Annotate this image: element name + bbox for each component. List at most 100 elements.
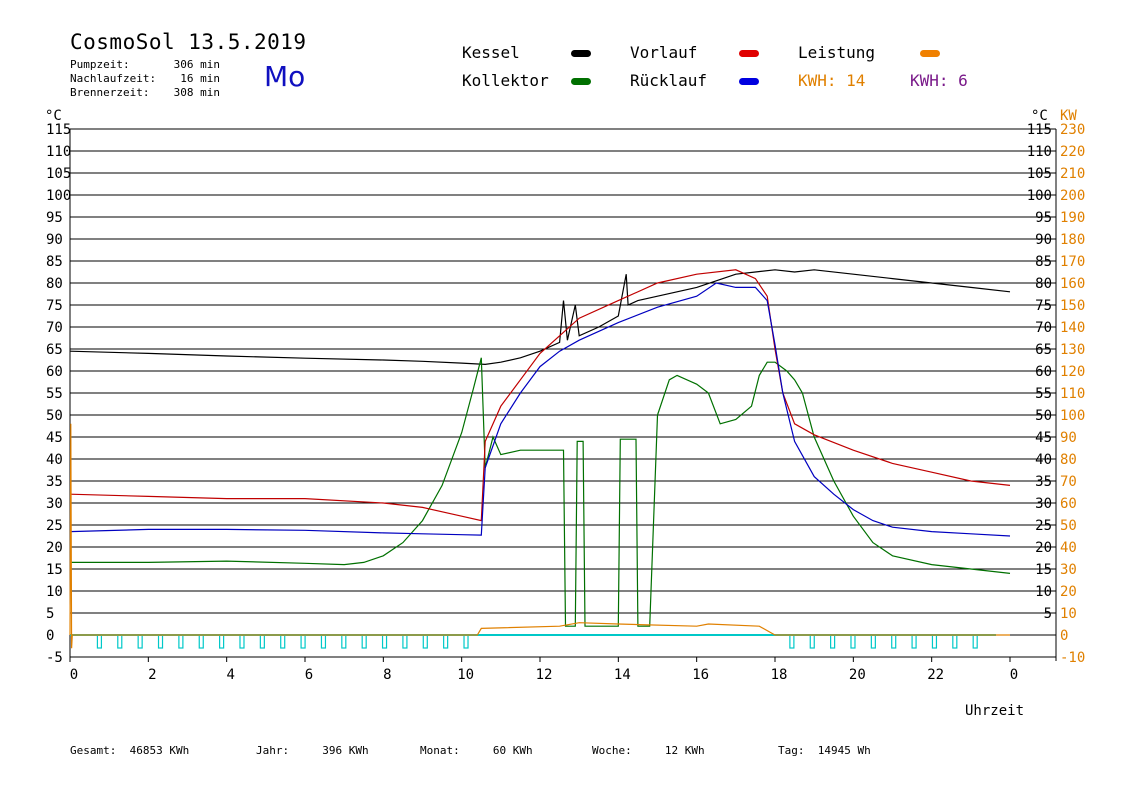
- pump-pulse: [850, 634, 856, 649]
- series-line: [69, 269, 1011, 366]
- y-tick-label-right: 115: [1027, 122, 1052, 138]
- y-tick-label-left: 115: [46, 122, 71, 138]
- y-tick-label-right: 70: [1035, 320, 1052, 336]
- y2-tick-label: 190: [1060, 210, 1085, 226]
- legend-kollektor-swatch: [571, 78, 591, 85]
- pump-pulse: [157, 634, 164, 649]
- y-tick-label-right: 100: [1027, 188, 1052, 204]
- pump-pulse: [402, 634, 408, 649]
- legend-kollektor: Kollektor: [462, 71, 549, 90]
- y-tick-label-right: 75: [1035, 298, 1052, 314]
- pump-pulse: [809, 634, 815, 649]
- y-tick-label-left: 60: [46, 364, 63, 380]
- pump-pulse: [280, 634, 286, 649]
- x-tick-label: 2: [148, 667, 156, 683]
- y-tick-label-right: 25: [1035, 518, 1052, 534]
- legend-ruecklauf: Rücklauf: [630, 71, 708, 90]
- y2-tick-label: 100: [1060, 408, 1085, 424]
- pump-pulse: [259, 634, 265, 649]
- y-tick-label-right: 60: [1035, 364, 1052, 380]
- x-tick-label: 22: [927, 667, 944, 683]
- y-tick-label-left: 105: [46, 166, 71, 182]
- y2-tick-label: 220: [1060, 144, 1085, 160]
- pump-pulse: [830, 634, 836, 649]
- pump-pulse: [381, 634, 388, 649]
- pump-pulse: [911, 634, 917, 649]
- footer-label: Gesamt:: [70, 744, 117, 757]
- y-tick-label-left: 15: [46, 562, 63, 578]
- x-tick-label: 10: [457, 667, 474, 683]
- pump-pulse: [320, 634, 327, 649]
- y-tick-label-right: 20: [1035, 540, 1052, 556]
- y2-tick-label: 150: [1060, 298, 1085, 314]
- y-tick-label-left: 25: [46, 518, 63, 534]
- pump-pulse: [198, 634, 204, 649]
- y-tick-label-left: 70: [46, 320, 63, 336]
- series-line: [69, 269, 1011, 522]
- x-tick-label: 6: [305, 667, 313, 683]
- x-tick-label: 0: [70, 667, 78, 683]
- pump-pulse: [117, 634, 123, 649]
- info-pumpzeit: Pumpzeit: 306 min: [70, 58, 220, 71]
- pump-pulse: [178, 634, 184, 649]
- y-tick-label-left: 85: [46, 254, 63, 270]
- pump-pulse: [137, 634, 143, 649]
- legend-kessel-swatch: [571, 50, 591, 57]
- footer-value: 46853 KWh: [129, 744, 190, 757]
- info-value: 16 min: [180, 72, 220, 85]
- pump-pulse: [931, 634, 938, 649]
- y-tick-label-right: 65: [1035, 342, 1052, 358]
- y2-tick-label: 80: [1060, 452, 1077, 468]
- y-tick-label-right: 45: [1035, 430, 1052, 446]
- footer-label: Monat:: [420, 744, 460, 757]
- x-axis-label: Uhrzeit: [965, 703, 1024, 719]
- x-tick-label: 4: [226, 667, 234, 683]
- y2-tick-label: 120: [1060, 364, 1085, 380]
- pump-pulse: [870, 634, 876, 649]
- y-tick-label-left: 0: [46, 628, 54, 644]
- y-tick-label-right: 55: [1035, 386, 1052, 402]
- y2-tick-label: 110: [1060, 386, 1085, 402]
- y-tick-label-right: 90: [1035, 232, 1052, 248]
- y-right-unit: °C: [1031, 108, 1048, 124]
- info-brennerzeit: Brennerzeit: 308 min: [70, 86, 220, 99]
- footer-value: 60 KWh: [492, 744, 533, 757]
- y2-tick-label: 170: [1060, 254, 1085, 270]
- y2-tick-label: 90: [1060, 430, 1077, 446]
- y2-unit: KW: [1060, 108, 1077, 124]
- y-tick-label-right: 40: [1035, 452, 1052, 468]
- y2-tick-label: -10: [1060, 650, 1085, 666]
- series-line: [70, 357, 1011, 627]
- y-left-unit: °C: [45, 108, 62, 124]
- y-tick-label-right: 105: [1027, 166, 1052, 182]
- kwh-total-a: KWH: 14: [798, 71, 866, 90]
- y2-tick-label: 200: [1060, 188, 1085, 204]
- y-tick-label-left: 55: [46, 386, 63, 402]
- footer-label: Woche:: [592, 744, 632, 757]
- x-tick-label: 16: [692, 667, 709, 683]
- footer-value: 12 KWh: [664, 744, 705, 757]
- y-tick-label-left: 65: [46, 342, 63, 358]
- info-label: Pumpzeit:: [70, 58, 130, 71]
- pump-pulse: [96, 634, 103, 649]
- y2-tick-label: 30: [1060, 562, 1077, 578]
- y-tick-label-right: 30: [1035, 496, 1052, 512]
- y-tick-label-right: 50: [1035, 408, 1052, 424]
- legend-ruecklauf-swatch: [739, 78, 759, 85]
- y-tick-label-left: 40: [46, 452, 63, 468]
- pump-pulse: [422, 634, 428, 649]
- info-value: 308 min: [173, 86, 220, 99]
- y-tick-label-right: 95: [1035, 210, 1052, 226]
- y-tick-label-left: 95: [46, 210, 63, 226]
- y-tick-label-left: 30: [46, 496, 63, 512]
- y2-tick-label: 140: [1060, 320, 1085, 336]
- footer-value: 14945 Wh: [817, 744, 871, 757]
- legend-leistung: Leistung: [798, 43, 876, 62]
- y-tick-label-right: 110: [1027, 144, 1052, 160]
- y-tick-label-left: 75: [46, 298, 63, 314]
- weekday-label: Mo: [264, 60, 306, 93]
- y-tick-label-left: 90: [46, 232, 63, 248]
- footer-monat: Monat: 60 KWh: [420, 744, 533, 757]
